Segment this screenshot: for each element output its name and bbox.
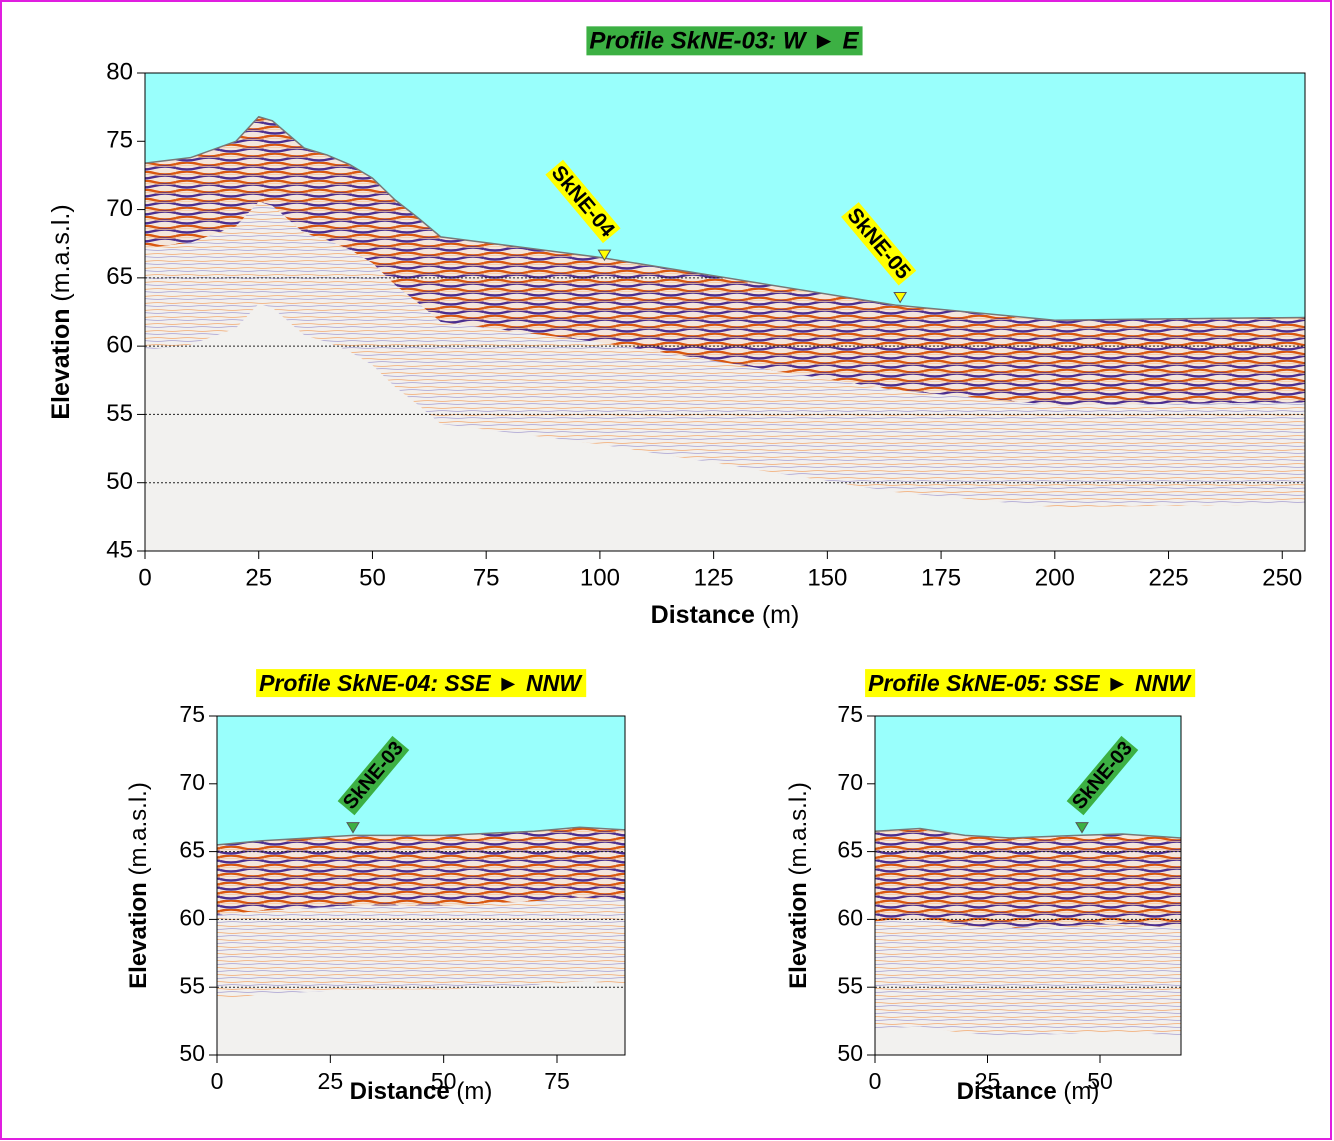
plot-frame (874, 715, 1182, 1056)
y-tick-label: 50 (179, 1040, 205, 1066)
radargram (217, 827, 625, 915)
title-background (586, 26, 863, 56)
x-tick-label: 150 (807, 564, 847, 591)
chart-title: Profile SkNE-05: SSE ► NNW (868, 670, 1192, 696)
y-axis-label-main: Elevation (785, 882, 812, 989)
x-tick-label: 175 (921, 564, 961, 591)
y-tick-label: 65 (179, 837, 205, 863)
marker-tag-background (545, 159, 621, 244)
y-tick-label: 75 (106, 127, 133, 154)
x-axis-label-unit: (m) (1063, 1078, 1099, 1105)
x-axis-label: Distance (m) (957, 1078, 1100, 1105)
title-background (256, 669, 587, 698)
y-tick-label: 80 (106, 58, 133, 85)
marker-tag-background (841, 202, 917, 286)
x-axis-label-unit: (m) (762, 601, 799, 629)
y-tick-label: 75 (837, 701, 863, 727)
x-tick-label: 25 (245, 564, 272, 591)
x-tick-label: 50 (431, 1068, 457, 1094)
surface-line (874, 827, 1182, 839)
title-background (865, 669, 1196, 698)
chart-title: Profile SkNE-04: SSE ► NNW (259, 670, 583, 696)
x-axis-label: Distance (m) (350, 1078, 493, 1105)
y-axis-label-unit: (m.a.s.l.) (125, 782, 152, 875)
surface-line (216, 826, 626, 846)
sky (145, 73, 1305, 321)
y-tick-label: 60 (837, 904, 863, 930)
x-axis-label-unit: (m) (456, 1078, 492, 1105)
y-tick-label: 75 (179, 701, 205, 727)
y-axis-label: Elevation (m.a.s.l.) (125, 782, 152, 989)
x-tick-label: 250 (1262, 564, 1302, 591)
x-tick-label: 225 (1149, 564, 1189, 591)
plot-frame (216, 715, 626, 1056)
y-tick-label: 45 (106, 536, 133, 563)
y-axis-label-main: Elevation (47, 309, 75, 420)
y-tick-label: 65 (106, 263, 133, 290)
x-axis-label-main: Distance (957, 1078, 1057, 1105)
marker-tag-background (337, 735, 410, 816)
y-tick-label: 55 (106, 400, 133, 427)
x-tick-label: 125 (694, 564, 734, 591)
sky (217, 716, 625, 845)
y-axis-label-unit: (m.a.s.l.) (47, 204, 75, 301)
x-tick-label: 75 (473, 564, 500, 591)
y-tick-label: 70 (837, 769, 863, 795)
y-axis-label-main: Elevation (125, 882, 152, 989)
y-tick-label: 55 (837, 972, 863, 998)
x-tick-label: 50 (1087, 1068, 1113, 1094)
x-tick-label: 200 (1035, 564, 1075, 591)
x-tick-label: 25 (318, 1068, 344, 1094)
x-tick-label: 0 (138, 564, 151, 591)
marker (346, 822, 360, 834)
y-tick-label: 50 (837, 1040, 863, 1066)
x-axis-label: Distance (m) (651, 601, 800, 629)
x-axis-label-main: Distance (350, 1078, 450, 1105)
y-tick-label: 60 (179, 904, 205, 930)
chart-title: Profile SkNE-03: W ► E (589, 27, 859, 54)
x-tick-label: 0 (211, 1068, 224, 1094)
y-tick-label: 65 (837, 837, 863, 863)
x-tick-label: 50 (359, 564, 386, 591)
x-tick-label: 75 (544, 1068, 570, 1094)
y-tick-label: 70 (179, 769, 205, 795)
surface-line (144, 115, 1306, 321)
sky (875, 716, 1181, 839)
x-tick-label: 0 (869, 1068, 882, 1094)
y-axis-label: Elevation (m.a.s.l.) (47, 204, 75, 419)
y-axis-label: Elevation (m.a.s.l.) (785, 782, 812, 989)
x-axis-label-main: Distance (651, 601, 755, 629)
y-tick-label: 55 (179, 972, 205, 998)
y-tick-label: 50 (106, 468, 133, 495)
y-tick-label: 70 (106, 195, 133, 222)
marker (597, 249, 612, 262)
plot-frame (144, 72, 1306, 552)
x-tick-label: 100 (580, 564, 620, 591)
radargram (875, 828, 1181, 929)
marker (1075, 822, 1089, 834)
y-axis-label-unit: (m.a.s.l.) (785, 782, 812, 875)
marker (893, 291, 908, 304)
y-tick-label: 60 (106, 331, 133, 358)
radargram (145, 116, 1305, 406)
x-tick-label: 25 (975, 1068, 1001, 1094)
marker-tag-background (1066, 735, 1139, 816)
